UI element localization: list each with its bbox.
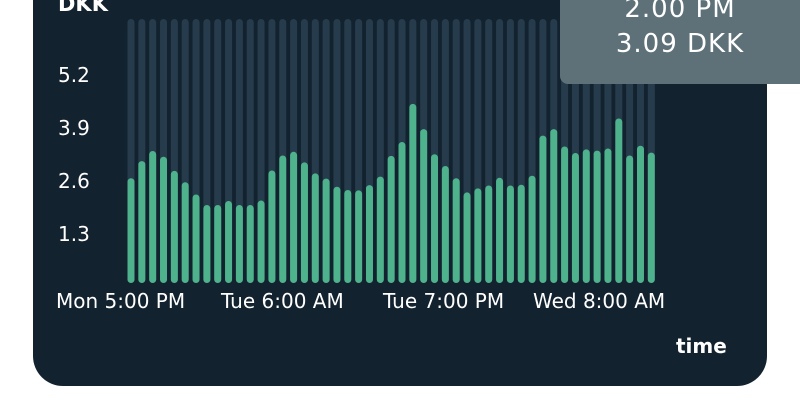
price-bar[interactable] [409, 103, 417, 283]
price-bar[interactable] [311, 173, 319, 283]
price-bar[interactable] [647, 152, 655, 283]
price-bar[interactable] [420, 129, 428, 283]
price-bar[interactable] [170, 170, 178, 283]
x-axis-label: time [676, 334, 727, 358]
x-tick-label: Tue 6:00 AM [221, 289, 344, 313]
price-bar[interactable] [615, 118, 623, 283]
price-bar[interactable] [636, 145, 644, 283]
price-bar[interactable] [376, 176, 384, 283]
price-bar[interactable] [474, 188, 482, 283]
price-bar[interactable] [496, 177, 504, 283]
price-bar[interactable] [290, 151, 298, 283]
price-bar[interactable] [181, 182, 189, 283]
y-axis-label: DKK [58, 0, 108, 16]
price-bar[interactable] [387, 155, 395, 283]
y-tick-label: 3.9 [58, 116, 90, 140]
price-bar[interactable] [333, 186, 341, 283]
price-bar[interactable] [517, 184, 525, 283]
price-bar[interactable] [203, 205, 211, 283]
price-bar[interactable] [138, 161, 146, 283]
x-tick-label: Tue 7:00 PM [383, 289, 505, 313]
price-bar[interactable] [485, 185, 493, 283]
price-bar[interactable] [441, 166, 449, 283]
price-bar[interactable] [626, 155, 634, 283]
price-bar[interactable] [431, 154, 439, 283]
price-bar[interactable] [539, 135, 547, 283]
price-bar[interactable] [246, 205, 254, 283]
price-bar[interactable] [257, 200, 265, 283]
x-tick-label: Mon 5:00 PM [56, 289, 186, 313]
price-bar[interactable] [149, 151, 157, 283]
price-bar[interactable] [344, 189, 352, 283]
price-bar[interactable] [225, 200, 233, 283]
price-bar[interactable] [235, 205, 243, 283]
y-tick-label: 2.6 [58, 169, 90, 193]
price-bar[interactable] [365, 185, 373, 283]
price-bar[interactable] [604, 148, 612, 283]
price-bar[interactable] [127, 178, 135, 283]
tooltip-time: 2.00 PM [624, 0, 736, 24]
price-bar[interactable] [506, 185, 514, 283]
price-bar[interactable] [398, 142, 406, 283]
price-bar[interactable] [160, 156, 168, 283]
price-bar[interactable] [452, 178, 460, 283]
price-bar[interactable] [268, 170, 276, 284]
y-tick-label: 1.3 [58, 222, 90, 246]
price-bar[interactable] [192, 194, 200, 283]
price-bar[interactable] [528, 175, 536, 283]
price-tooltip: 2.00 PM 3.09 DKK [560, 0, 800, 84]
price-bar[interactable] [279, 155, 287, 283]
price-bar[interactable] [593, 150, 601, 283]
price-bar[interactable] [463, 192, 471, 283]
price-bar[interactable] [561, 146, 569, 283]
price-bar[interactable] [582, 149, 590, 283]
price-bar[interactable] [214, 205, 222, 283]
price-bar[interactable] [571, 153, 579, 283]
price-bar[interactable] [550, 129, 558, 283]
price-bar[interactable] [322, 178, 330, 283]
y-tick-label: 5.2 [58, 63, 90, 87]
x-tick-label: Wed 8:00 AM [533, 289, 666, 313]
price-bar[interactable] [300, 162, 308, 283]
price-bar[interactable] [355, 190, 363, 283]
tooltip-value: 3.09 DKK [615, 29, 745, 59]
